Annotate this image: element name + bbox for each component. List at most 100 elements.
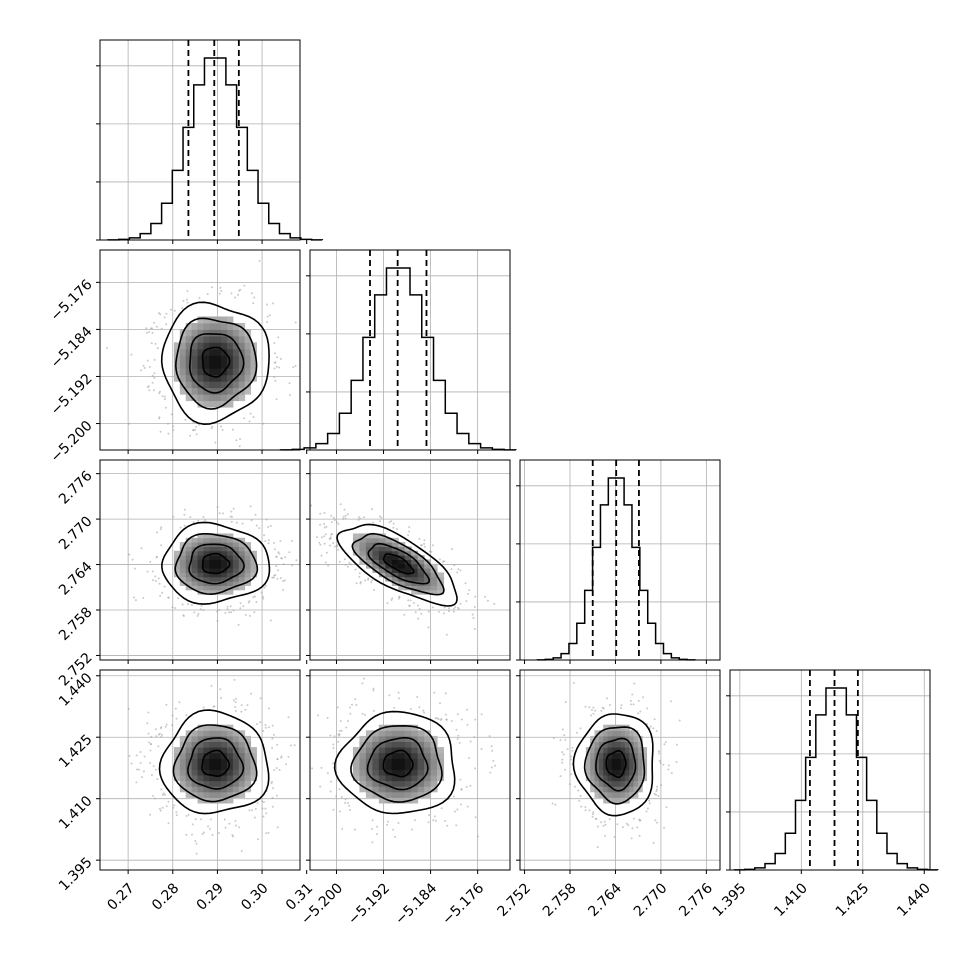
sample-point <box>493 602 496 605</box>
sample-point <box>159 313 162 316</box>
density-cell <box>603 786 609 793</box>
density-cell <box>197 537 204 543</box>
sample-point <box>271 796 274 799</box>
density-cell <box>215 576 222 582</box>
sample-point <box>571 746 574 749</box>
density-cell <box>232 368 240 376</box>
sample-point <box>338 560 341 563</box>
density-cell <box>226 342 234 350</box>
sample-point <box>159 528 162 531</box>
density-cell <box>226 387 234 395</box>
density-cell <box>244 542 252 547</box>
density-cell <box>203 747 210 754</box>
density-cell <box>411 724 419 731</box>
density-cell <box>197 585 204 591</box>
sample-point <box>162 792 165 795</box>
density-cell <box>215 791 222 798</box>
density-cell <box>244 775 252 782</box>
y-tick-label: 2.776 <box>56 468 96 508</box>
density-cell <box>185 537 193 543</box>
density-cell <box>221 585 228 591</box>
sample-point <box>165 703 168 706</box>
density-cell <box>352 769 360 776</box>
density-cell <box>603 775 609 782</box>
sample-point <box>165 312 168 315</box>
sample-point <box>319 523 322 526</box>
density-cell <box>359 747 367 754</box>
density-cell <box>185 758 193 765</box>
density-cell <box>352 546 360 552</box>
sample-point <box>156 555 159 558</box>
density-cell <box>629 752 635 759</box>
sample-point <box>197 519 200 522</box>
density-cell <box>250 572 257 578</box>
density-cell <box>238 329 246 337</box>
sample-point <box>319 785 322 788</box>
sample-point <box>371 841 374 844</box>
sample-point <box>189 516 192 519</box>
histogram-1 <box>107 57 324 241</box>
sample-point <box>320 554 323 557</box>
sample-point <box>338 788 341 791</box>
density-cell <box>221 537 228 543</box>
density-cell <box>185 546 193 552</box>
sample-point <box>266 321 269 323</box>
density-cell <box>398 775 406 782</box>
sample-point <box>195 852 198 855</box>
sample-point <box>653 718 656 721</box>
density-cell <box>191 775 198 782</box>
sample-point <box>271 724 274 727</box>
density-cell <box>417 769 425 776</box>
sample-point <box>147 732 150 735</box>
density-cell <box>352 533 360 539</box>
density-cell <box>215 572 222 578</box>
sample-point <box>266 315 269 318</box>
sample-point <box>467 592 469 595</box>
sample-point <box>172 515 175 518</box>
sample-point <box>361 682 364 685</box>
sample-point <box>255 601 258 604</box>
density-cell <box>232 542 240 547</box>
density-cell <box>603 741 609 748</box>
density-cell <box>391 724 399 731</box>
sample-point <box>210 427 213 430</box>
density-cell <box>359 555 367 560</box>
density-cell <box>404 572 412 578</box>
sample-point <box>257 838 259 841</box>
density-cell <box>437 747 445 754</box>
density-cell <box>398 791 406 798</box>
sample-point <box>323 535 326 538</box>
sample-point <box>564 701 567 704</box>
density-cell <box>185 752 193 759</box>
density-cell <box>404 791 412 798</box>
density-cell <box>611 752 617 759</box>
density-cell <box>232 555 240 560</box>
sample-point <box>222 512 224 515</box>
sample-point <box>630 703 632 706</box>
sample-point <box>167 596 170 599</box>
density-cell <box>179 576 187 582</box>
sample-point <box>603 820 606 823</box>
sample-point <box>224 612 227 614</box>
density-cell <box>197 342 204 350</box>
density-cell <box>221 329 228 337</box>
sample-point <box>675 761 678 763</box>
sample-point <box>165 723 168 726</box>
density-cell <box>603 791 609 798</box>
sample-point <box>218 292 221 295</box>
sample-point <box>214 441 217 444</box>
density-cell <box>185 576 193 582</box>
y-tick-label: 2.758 <box>56 604 96 644</box>
density-cell <box>398 730 406 737</box>
density-cell <box>203 555 210 560</box>
density-cell <box>209 730 216 737</box>
density-cell <box>590 786 596 793</box>
sample-point <box>397 691 400 694</box>
density-cell <box>197 533 204 539</box>
sample-point <box>175 811 178 814</box>
sample-point <box>234 296 237 299</box>
density-cell <box>385 741 393 748</box>
sample-point <box>646 707 649 710</box>
sample-point <box>394 835 397 838</box>
density-cell <box>197 374 204 382</box>
